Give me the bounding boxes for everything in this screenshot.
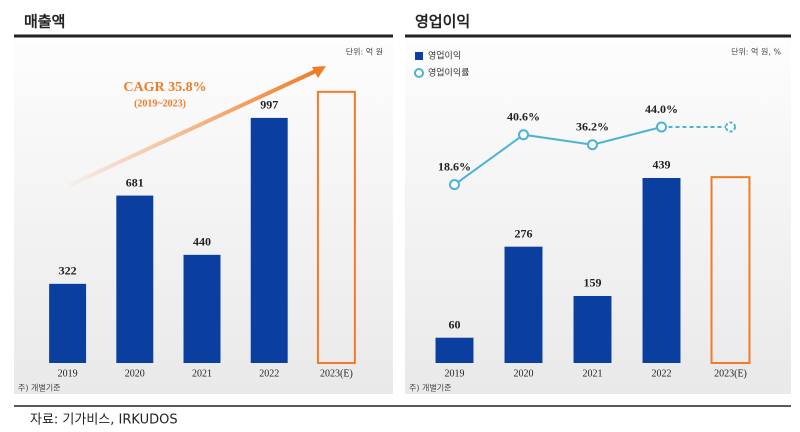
x-tick-label: 2020 — [514, 368, 534, 379]
value-label: 159 — [584, 276, 602, 290]
note: 주) 개별기준 — [18, 383, 60, 393]
bar — [504, 246, 543, 363]
legend-swatch — [414, 68, 424, 78]
line-point — [518, 129, 529, 141]
note: 주) 개별기준 — [409, 383, 451, 393]
value-label: 997 — [260, 98, 278, 112]
legend-swatch — [415, 52, 423, 60]
bar — [116, 195, 154, 363]
bar — [710, 176, 751, 364]
cagr-arrow — [69, 68, 319, 187]
value-label: 681 — [126, 175, 144, 189]
line-point — [587, 139, 598, 151]
line-point — [656, 121, 667, 133]
x-tick-label: 2020 — [125, 368, 145, 379]
value-label: 60 — [449, 317, 461, 331]
bar — [642, 177, 681, 363]
legend-label: 영업이익 — [428, 50, 461, 62]
x-tick-label: 2021 — [583, 368, 603, 379]
x-tick-label: 2022 — [652, 368, 672, 379]
chart-title: 영업이익 — [415, 13, 470, 31]
x-tick-label: 2021 — [192, 368, 212, 379]
x-tick-label: 2019 — [445, 368, 465, 379]
x-tick-label: 2022 — [259, 368, 279, 379]
line-point — [725, 121, 736, 133]
bar — [250, 117, 288, 363]
line-value-label: 44.0% — [645, 102, 678, 116]
line-value-label: 40.6% — [507, 109, 540, 123]
legend-label: 영업이익률 — [428, 67, 469, 79]
x-tick-label: 2023(E) — [320, 368, 353, 379]
cagr-arrow-head — [312, 66, 326, 78]
value-label: 440 — [193, 235, 211, 249]
line-value-label: 18.6% — [438, 159, 471, 173]
chart-title: 매출액 — [24, 13, 65, 31]
bar — [316, 90, 356, 365]
value-label: 276 — [515, 226, 533, 240]
bar — [573, 295, 612, 363]
value-label: 322 — [59, 264, 77, 278]
line-point — [449, 179, 460, 191]
x-tick-label: 2019 — [58, 368, 78, 379]
source: 자료: 기가비스, IRKUDOS — [30, 413, 178, 428]
value-label: 439 — [653, 158, 671, 172]
unit: 단위: 억 원 — [346, 47, 383, 57]
line-value-label: 36.2% — [576, 119, 609, 133]
unit: 단위: 억 원, % — [731, 47, 781, 57]
line — [453, 126, 662, 186]
x-tick-label: 2023(E) — [714, 368, 747, 379]
annotation: CAGR 35.8% — [123, 80, 206, 95]
annotation-sub: (2019~2023) — [134, 98, 186, 109]
bar — [435, 337, 474, 363]
bar — [183, 254, 221, 363]
bar — [49, 283, 87, 363]
